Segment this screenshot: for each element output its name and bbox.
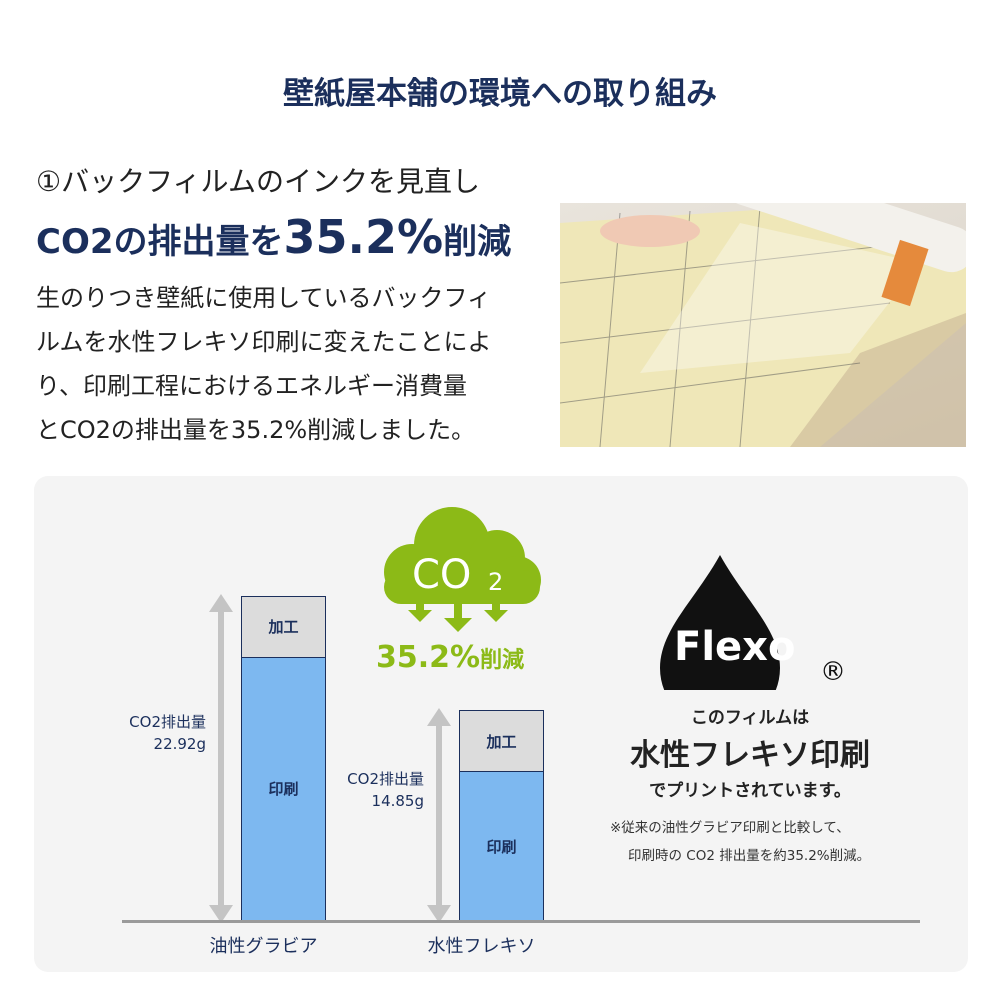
flexo-line3: でプリントされています。 <box>649 781 851 801</box>
flexo-logo-text: Flexo <box>674 624 795 670</box>
cloud-subscript: 2 <box>488 568 503 596</box>
headline-pre: CO2の排出量を <box>36 222 284 262</box>
description: 生のりつき壁紙に使用しているバックフィ ルムを水性フレキソ印刷に変えたことによ … <box>36 276 536 452</box>
reduction-value: 35.2% <box>376 640 481 675</box>
description-line: 生のりつき壁紙に使用しているバックフィ <box>36 284 492 312</box>
cloud-text: CO <box>412 552 471 598</box>
flexo-line1: このフィルムは <box>690 708 810 728</box>
reduction-word: 削減 <box>480 648 525 673</box>
description-line: ルムを水性フレキソ印刷に変えたことによ <box>36 328 492 356</box>
co2-cloud-icon: CO 2 <box>384 507 541 632</box>
registered-mark: ® <box>820 657 846 687</box>
flexo-drop-logo: Flexo ® <box>660 555 846 690</box>
reduction-label: 35.2%削減 <box>376 640 524 675</box>
flexo-line2: 水性フレキソ印刷 <box>630 738 870 773</box>
page-title: 壁紙屋本舗の環境への取り組み <box>283 76 717 112</box>
description-line: とCO2の排出量を35.2%削減しました。 <box>36 416 476 444</box>
product-photo <box>560 203 966 447</box>
flexo-note1: ※従来の油性グラビア印刷と比較して、 <box>610 820 850 836</box>
headline: CO2の排出量を35.2%削減 <box>36 210 511 264</box>
flexo-note2: 印刷時の CO2 排出量を約35.2%削減。 <box>628 848 871 864</box>
point-heading: ①バックフィルムのインクを見直し <box>36 165 480 198</box>
chart-baseline <box>122 920 920 923</box>
wallpaper-film-illustration <box>560 203 966 447</box>
headline-post: 削減 <box>443 222 512 262</box>
description-line: り、印刷工程におけるエネルギー消費量 <box>36 372 468 400</box>
headline-value: 35.2% <box>283 210 444 264</box>
